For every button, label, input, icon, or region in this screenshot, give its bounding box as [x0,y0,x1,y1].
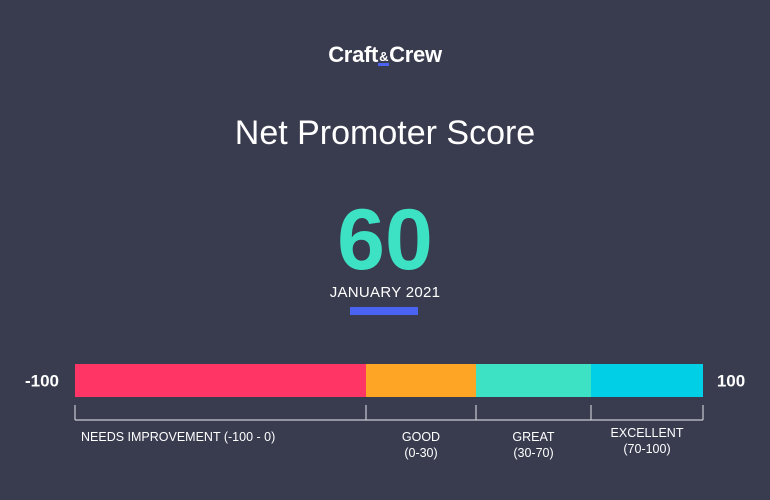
segment-range-label-1: (0-30) [404,446,437,460]
segment-range-label-3: (70-100) [623,442,670,456]
scale-segment-2 [476,364,591,397]
logo-word-craft: Craft [328,42,379,67]
nps-score-value: 60 [337,192,433,288]
scale-segment-1 [366,364,476,397]
score-period: JANUARY 2021 [329,284,441,301]
logo-ampersand: & [378,49,390,66]
logo-word-crew: Crew [389,42,442,67]
brand-logo: Craft&Crew [0,42,770,68]
scale-max-label: 100 [717,372,745,391]
segment-label-3: EXCELLENT [611,426,684,440]
scale-segment-0 [75,364,366,397]
segment-label-2: GREAT [512,430,554,444]
scale-segment-3 [591,364,703,397]
scale-min-label: -100 [25,372,59,391]
segment-label-1: GOOD [402,430,440,444]
segment-label-0: NEEDS IMPROVEMENT (-100 - 0) [81,430,275,444]
segment-range-label-2: (30-70) [513,446,553,460]
period-underline [350,307,418,315]
page-title: Net Promoter Score [234,114,536,152]
